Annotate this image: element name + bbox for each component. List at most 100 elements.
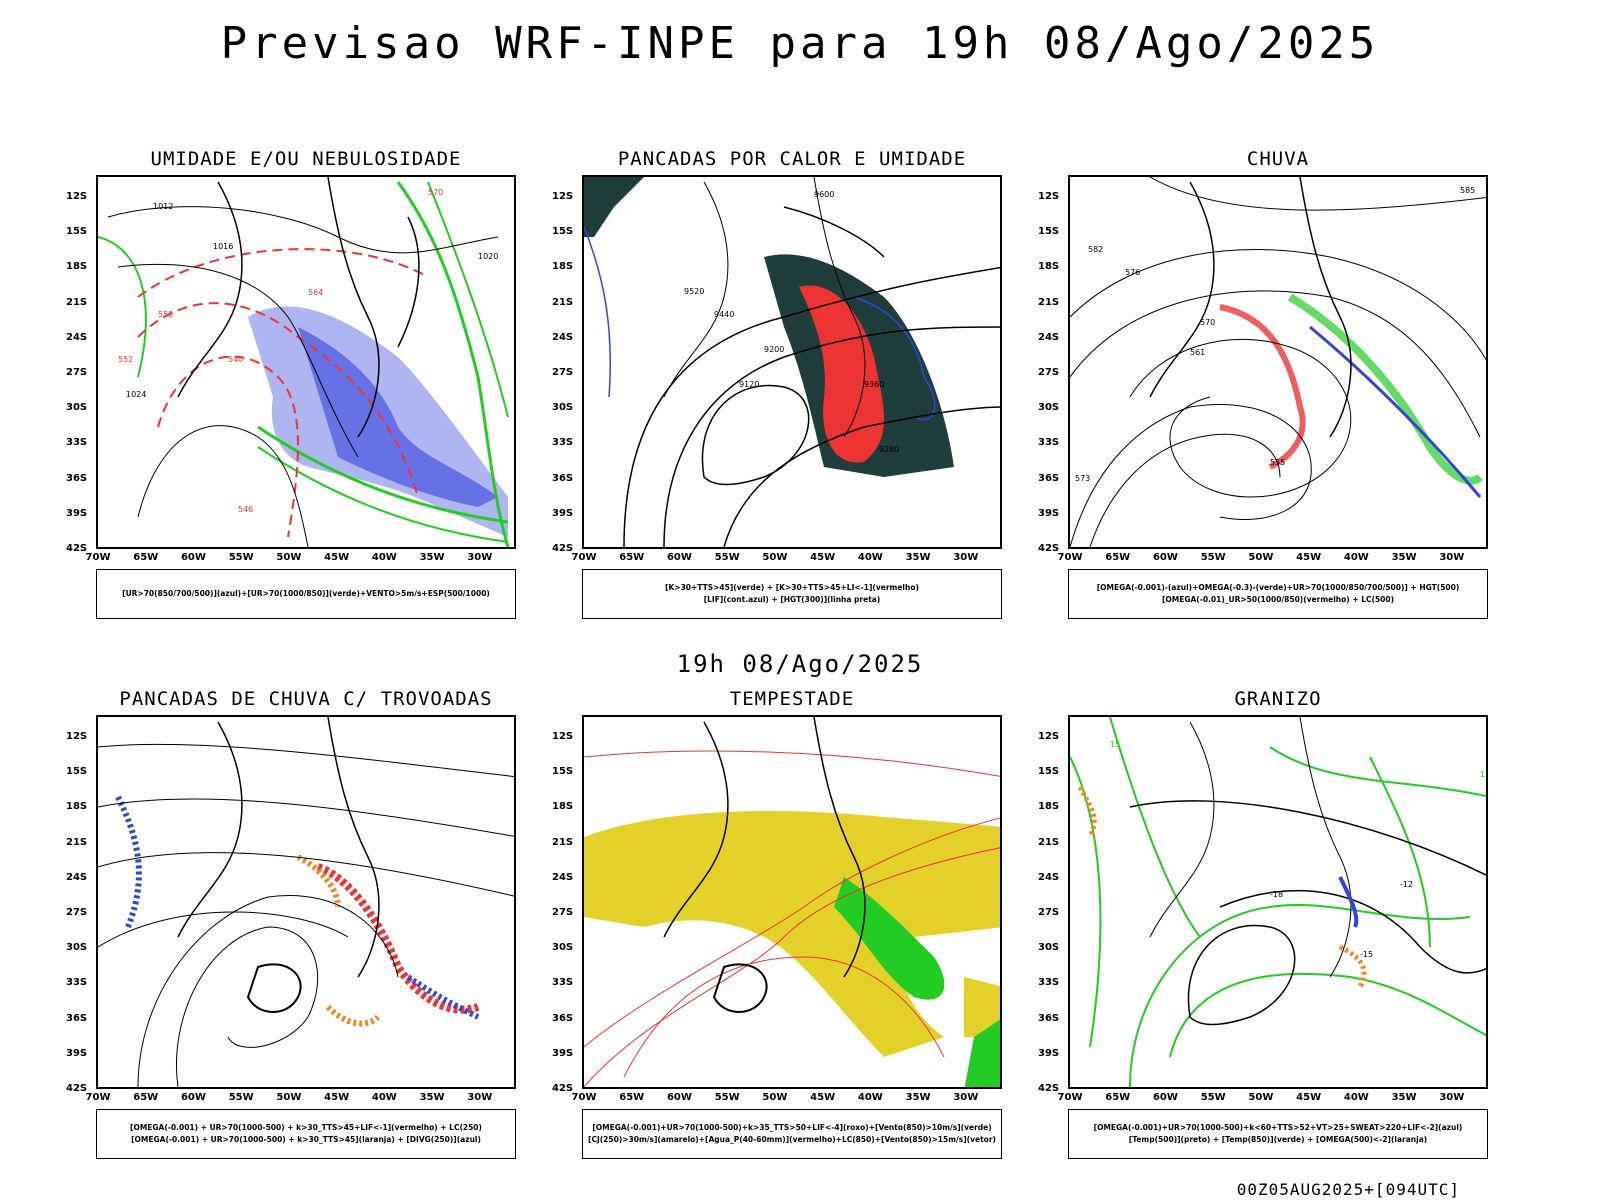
lat-tick-label: 15S — [66, 226, 88, 238]
lat-tick-label: 36S — [552, 1012, 574, 1024]
contour-label: 9120 — [739, 380, 759, 389]
lat-tick-label: 39S — [552, 507, 574, 519]
lon-tick-label: 45W — [810, 552, 836, 563]
lat-tick-label: 12S — [66, 731, 88, 742]
lon-tick-label: 55W — [228, 1092, 254, 1103]
main-title: Previsao WRF-INPE para 19h 08/Ago/2025 — [220, 18, 1380, 69]
lat-tick-label: 27S — [552, 907, 574, 918]
lon-tick-label: 70W — [571, 1092, 597, 1103]
lon-tick-label: 40W — [1343, 1092, 1369, 1103]
legend-line: [UR>70(850/700/500)](azul)+[UR>70(1000/8… — [122, 589, 490, 598]
lat-tick-label: 12S — [552, 731, 574, 742]
lon-tick-label: 45W — [810, 1092, 836, 1103]
lat-tick-label: 33S — [66, 977, 88, 989]
lon-tick-label: 30W — [953, 1092, 979, 1103]
contour-label: 576 — [1125, 268, 1140, 277]
lat-tick-label: 27S — [66, 367, 88, 378]
lat-tick-label: 12S — [1038, 191, 1060, 202]
footer-timestamp: 00Z05AUG2025+[094UTC] — [1236, 1180, 1460, 1199]
lon-tick-label: 65W — [619, 552, 645, 563]
lat-tick-label: 18S — [1038, 801, 1060, 813]
lon-tick-label: 60W — [1152, 552, 1178, 563]
lat-tick-label: 24S — [1038, 331, 1060, 343]
lat-tick-label: 12S — [66, 191, 88, 202]
lat-tick-label: 21S — [66, 296, 88, 308]
lat-tick-label: 15S — [1038, 226, 1060, 238]
map-granizo: -12 -15 -18 12 15 — [1068, 715, 1488, 1089]
lon-tick-label: 35W — [905, 552, 931, 563]
lat-tick-label: 15S — [552, 226, 574, 238]
lon-tick-label: 65W — [1105, 552, 1131, 563]
lat-tick-label: 42S — [66, 543, 88, 554]
lon-tick-label: 65W — [1105, 1092, 1131, 1103]
lat-tick-label: 39S — [1038, 507, 1060, 519]
lon-tick-label: 45W — [1296, 552, 1322, 563]
legend-line: [OMEGA(-0.001)-(azul)+OMEGA(-0.3)-(verde… — [1096, 583, 1460, 592]
lat-tick-label: 42S — [552, 1083, 574, 1094]
lat-tick-label: 42S — [552, 543, 574, 554]
lon-tick-label: 35W — [419, 552, 445, 563]
lon-tick-label: 55W — [1200, 1092, 1226, 1103]
panel-title: GRANIZO — [1234, 688, 1322, 710]
contour-label: 9360 — [864, 380, 884, 389]
lon-tick-label: 40W — [1343, 552, 1369, 563]
lon-tick-label: 70W — [571, 552, 597, 563]
lat-tick-label: 33S — [552, 977, 574, 989]
contour-label: 9200 — [764, 345, 784, 354]
lat-tick-label: 24S — [552, 331, 574, 343]
panel-title: PANCADAS DE CHUVA C/ TROVOADAS — [119, 688, 493, 710]
lat-tick-label: 33S — [66, 437, 88, 449]
lat-tick-label: 33S — [552, 437, 574, 449]
lat-tick-label: 27S — [1038, 367, 1060, 378]
lat-tick-label: 21S — [1038, 296, 1060, 308]
lon-tick-label: 60W — [666, 1092, 692, 1103]
lon-tick-label: 30W — [1439, 1092, 1465, 1103]
lat-tick-label: 18S — [552, 261, 574, 273]
map-pancadas-trovoadas — [96, 715, 516, 1089]
lat-tick-label: 15S — [552, 766, 574, 778]
lon-tick-label: 55W — [714, 1092, 740, 1103]
panel-title: CHUVA — [1246, 148, 1310, 170]
lat-tick-label: 30S — [1038, 942, 1060, 954]
lon-tick-label: 45W — [324, 1092, 350, 1103]
contour-label: -15 — [1360, 950, 1373, 959]
contour-label: 561 — [1190, 348, 1205, 357]
lon-tick-label: 55W — [228, 552, 254, 563]
legend: [OMEGA(-0.001) + UR>70(1000-500) + k>30_… — [96, 1109, 516, 1159]
lon-tick-label: 70W — [85, 552, 111, 563]
lat-tick-label: 39S — [66, 1047, 88, 1059]
lon-tick-label: 55W — [1200, 552, 1226, 563]
legend-line: [K>30+TTS>45](verde) + [K>30+TTS>45+LI<-… — [665, 583, 919, 592]
contour-label: 12 — [1480, 770, 1488, 779]
contour-label: 1016 — [213, 242, 233, 251]
lat-tick-label: 33S — [1038, 437, 1060, 449]
legend-line: [OMEGA(-0.001)+UR>70(1000-500)+k<60+TTS>… — [1093, 1123, 1463, 1132]
lat-tick-label: 36S — [66, 1012, 88, 1024]
lat-tick-label: 36S — [1038, 472, 1060, 484]
contour-label: -12 — [1400, 880, 1413, 889]
legend-line: [OMEGA(-0.001) + UR>70(1000-500) + k>30_… — [131, 1135, 481, 1144]
lon-tick-label: 60W — [180, 1092, 206, 1103]
lat-tick-label: 39S — [1038, 1047, 1060, 1059]
contour-label: 570 — [1200, 318, 1215, 327]
lon-tick-label: 50W — [762, 552, 788, 563]
lat-tick-label: 39S — [552, 1047, 574, 1059]
legend: [K>30+TTS>45](verde) + [K>30+TTS>45+LI<-… — [582, 569, 1002, 619]
contour-label: 1012 — [153, 202, 173, 211]
contour-label: 546 — [238, 505, 253, 514]
lon-tick-label: 70W — [1057, 1092, 1083, 1103]
mid-time: 19h 08/Ago/2025 — [676, 650, 924, 678]
lon-tick-label: 40W — [857, 552, 883, 563]
lat-tick-label: 24S — [1038, 871, 1060, 883]
contour-label: -18 — [1270, 890, 1283, 899]
lat-tick-label: 18S — [66, 261, 88, 273]
legend-line: [OMEGA(-0.001) + UR>70(1000-500) + k>30_… — [130, 1123, 482, 1132]
contour-label: 555 — [1270, 458, 1285, 467]
contour-label: 558 — [158, 310, 173, 319]
lat-tick-label: 30S — [1038, 402, 1060, 414]
contour-label: 9440 — [714, 310, 734, 319]
lon-tick-label: 65W — [133, 552, 159, 563]
contour-label: 9280 — [879, 445, 899, 454]
lat-tick-label: 27S — [1038, 907, 1060, 918]
panel-title: PANCADAS POR CALOR E UMIDADE — [617, 148, 967, 170]
